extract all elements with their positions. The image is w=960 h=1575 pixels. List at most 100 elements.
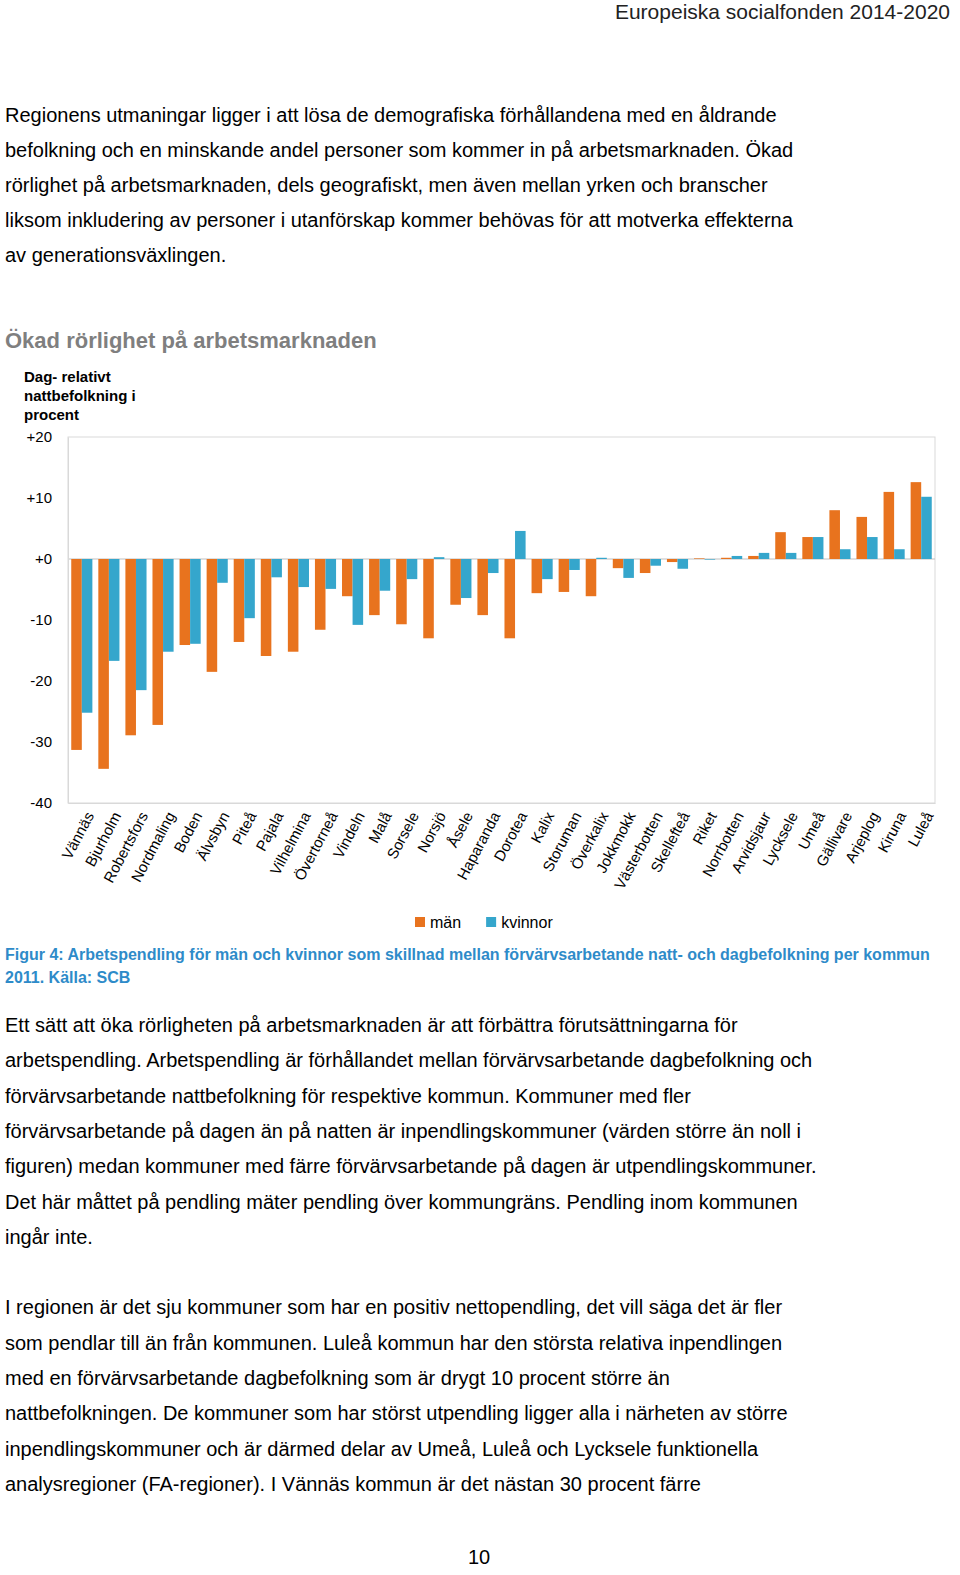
legend: män kvinnor bbox=[415, 914, 553, 931]
bars bbox=[71, 482, 932, 769]
paragraph-line: Ett sätt att öka rörligheten på arbetsma… bbox=[5, 1014, 738, 1036]
plot-frame bbox=[68, 437, 935, 803]
bar bbox=[504, 559, 515, 638]
bar bbox=[71, 559, 82, 750]
bar bbox=[190, 559, 201, 644]
paragraph-line: arbetspendling. Arbetspendling är förhål… bbox=[5, 1049, 812, 1071]
x-tick-label: Lycksele bbox=[759, 809, 801, 868]
bar bbox=[694, 558, 705, 560]
y-tick: -40 bbox=[30, 794, 68, 811]
y-tick-label: -30 bbox=[30, 733, 52, 750]
x-tick-label: Arvidsjaur bbox=[728, 809, 774, 876]
paragraph-line: figuren) medan kommuner med färre förvär… bbox=[5, 1155, 817, 1177]
bar bbox=[450, 559, 461, 605]
bar bbox=[326, 559, 337, 589]
paragraph-line: förvärvsarbetande nattbefolkning för res… bbox=[5, 1085, 691, 1107]
bar bbox=[298, 559, 309, 587]
y-tick-label: +0 bbox=[35, 550, 52, 567]
bar bbox=[477, 559, 488, 615]
x-tick-label: Luleå bbox=[904, 808, 937, 849]
paragraph-line: som pendlar till än från kommunen. Luleå… bbox=[5, 1332, 782, 1354]
chart-title: Ökad rörlighet på arbetsmarknaden bbox=[5, 328, 377, 353]
x-tick: Dorotea bbox=[490, 803, 530, 864]
bar bbox=[802, 537, 813, 559]
figure-caption: Figur 4: Arbetspendling för män och kvin… bbox=[5, 946, 930, 963]
paragraph-line: av generationsväxlingen. bbox=[5, 244, 226, 266]
legend-item: kvinnor bbox=[486, 914, 553, 931]
x-tick: Luleå bbox=[904, 803, 937, 849]
bar bbox=[180, 559, 191, 645]
bar bbox=[234, 559, 245, 642]
x-tick: Haparanda bbox=[453, 803, 503, 882]
x-axis: VännäsBjurholmRobertsforsNordmalingBoden… bbox=[58, 803, 937, 892]
x-tick: Skellefteå bbox=[647, 803, 693, 875]
bar bbox=[207, 559, 218, 672]
legend-swatch bbox=[415, 917, 425, 927]
page-header: Europeiska socialfonden 2014-2020 bbox=[615, 0, 950, 23]
x-axis-line bbox=[69, 803, 936, 804]
y-tick: -10 bbox=[30, 611, 68, 628]
bar bbox=[461, 559, 472, 598]
bar bbox=[163, 559, 174, 652]
bar bbox=[677, 559, 688, 569]
bar bbox=[82, 559, 93, 713]
bar bbox=[884, 492, 895, 559]
y-tick-label: -20 bbox=[30, 672, 52, 689]
bar bbox=[667, 559, 678, 562]
bar bbox=[911, 482, 922, 559]
bar bbox=[315, 559, 326, 630]
x-tick-label: Norsjö bbox=[414, 809, 449, 855]
bar bbox=[732, 556, 743, 559]
legend-label: kvinnor bbox=[501, 914, 553, 931]
bar bbox=[423, 559, 434, 638]
bar bbox=[288, 559, 299, 652]
bar bbox=[705, 559, 716, 561]
y-tick: -30 bbox=[30, 733, 68, 750]
x-tick: Lycksele bbox=[759, 803, 801, 868]
axis-title: Dag- relativtnattbefolkning iprocent bbox=[24, 368, 136, 423]
y-tick-label: -10 bbox=[30, 611, 52, 628]
paragraph-line: inpendlingskommuner och är därmed delar … bbox=[5, 1438, 759, 1460]
bar bbox=[125, 559, 136, 735]
x-tick-label: Dorotea bbox=[490, 808, 530, 864]
legend-item: män bbox=[415, 914, 461, 931]
bar bbox=[353, 559, 364, 625]
x-tick: Nordmaling bbox=[127, 803, 178, 885]
page-number: 10 bbox=[468, 1546, 490, 1568]
paragraph-line: I regionen är det sju kommuner som har e… bbox=[5, 1296, 782, 1318]
paragraph-line: liksom inkludering av personer i utanför… bbox=[5, 209, 794, 231]
bar bbox=[271, 559, 282, 577]
bar bbox=[596, 558, 607, 559]
bar bbox=[109, 559, 120, 661]
x-tick-label: Kiruna bbox=[874, 808, 910, 855]
paragraph-line: med en förvärvsarbetande dagbefolkning s… bbox=[5, 1367, 670, 1389]
bar bbox=[775, 532, 786, 559]
x-tick-label: Arjeplog bbox=[841, 809, 882, 866]
x-tick-label: Älvsbyn bbox=[193, 809, 233, 863]
paragraph-line: förvärvsarbetande på dagen än på natten … bbox=[5, 1120, 801, 1142]
x-tick: Kiruna bbox=[874, 803, 910, 855]
y-tick: +10 bbox=[27, 489, 68, 506]
y-axis: +20+10+0-10-20-30-40 bbox=[27, 428, 69, 811]
legend-swatch bbox=[486, 917, 496, 927]
y-axis-line bbox=[68, 438, 69, 804]
bar bbox=[623, 559, 634, 578]
bar bbox=[829, 510, 840, 559]
legend-label: män bbox=[430, 914, 461, 931]
paragraph-line: Regionens utmaningar ligger i att lösa d… bbox=[5, 104, 777, 126]
bar bbox=[244, 559, 255, 618]
bar bbox=[515, 531, 526, 559]
y-tick-label: -40 bbox=[30, 794, 52, 811]
bar bbox=[136, 559, 147, 690]
paragraph-line: rörlighet på arbetsmarknaden, dels geogr… bbox=[5, 174, 768, 196]
bar bbox=[586, 559, 597, 596]
page: Europeiska socialfonden 2014-2020 Regione… bbox=[0, 0, 960, 1575]
x-tick: Arjeplog bbox=[841, 803, 882, 865]
x-tick: Vindeln bbox=[329, 803, 367, 861]
bar bbox=[867, 537, 878, 559]
paragraph-line: Det här måttet på pendling mäter pendlin… bbox=[5, 1191, 798, 1213]
bar bbox=[152, 559, 163, 725]
bar bbox=[759, 553, 770, 559]
paragraph-line: befolkning och en minskande andel person… bbox=[5, 139, 793, 161]
y-tick: -20 bbox=[30, 672, 68, 689]
